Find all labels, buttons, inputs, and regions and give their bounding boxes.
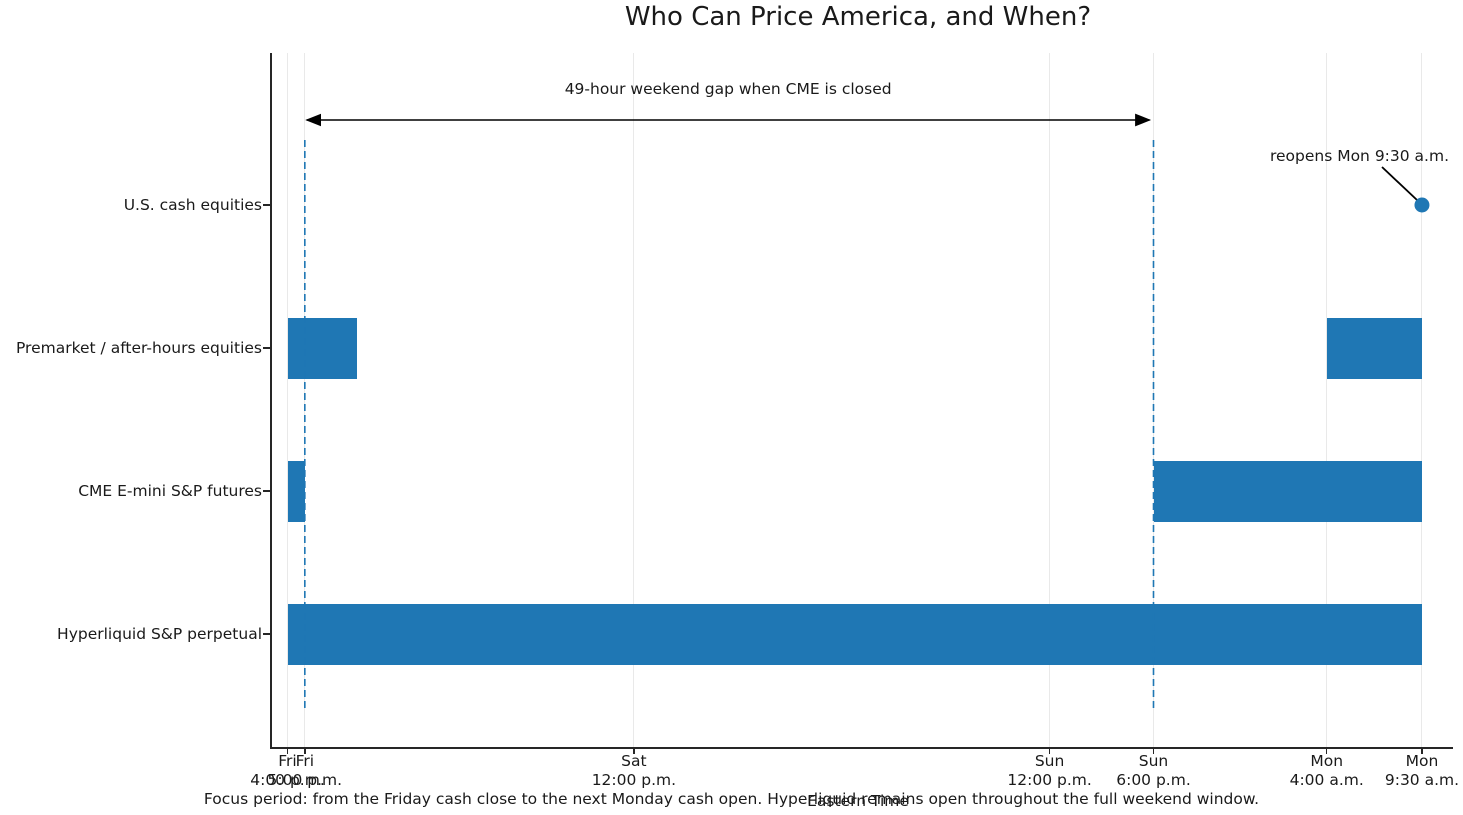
x-tick-time: 12:00 p.m. (1007, 771, 1092, 789)
x-tick-label: Sat 12:00 p.m. (592, 752, 676, 790)
reopen-leader-line (1381, 166, 1418, 201)
y-tick (263, 204, 271, 206)
timeline-bar (287, 603, 1422, 665)
x-tick-label: Sun 12:00 p.m. (1007, 752, 1091, 790)
left-spine (270, 53, 272, 748)
gridline (1421, 53, 1423, 747)
chart-title: Who Can Price America, and When? (624, 2, 1092, 32)
reopen-annotation-label: reopens Mon 9:30 a.m. (1269, 147, 1449, 165)
x-tick-time: 9:30 a.m. (1384, 771, 1460, 789)
x-tick-day: Sat (621, 752, 647, 770)
x-axis-title: Eastern Time (807, 792, 909, 810)
timeline-bar (1153, 460, 1422, 522)
x-tick-day: Sun (1138, 752, 1169, 770)
gridline (1049, 53, 1051, 747)
y-tick (263, 633, 271, 635)
y-axis-label: CME E-mini S&P futures (78, 482, 262, 500)
y-axis-label: U.S. cash equities (123, 196, 262, 214)
x-tick-label: Sun 6:00 p.m. (1116, 752, 1191, 790)
gridline (287, 53, 288, 747)
x-tick (633, 748, 635, 754)
timeline-bar (1326, 317, 1422, 379)
y-tick (263, 490, 271, 492)
x-tick (1325, 748, 1328, 754)
x-tick-time: 12:00 p.m. (591, 771, 677, 789)
gridline (1326, 53, 1328, 747)
x-tick-day: Fri (278, 752, 297, 770)
x-tick-label: Mon 9:30 a.m. (1385, 752, 1459, 790)
x-tick-time: 4:00 a.m. (1289, 771, 1364, 789)
x-tick-day: Mon (1310, 752, 1344, 770)
footer-note: Focus period: from the Friday cash close… (203, 790, 1260, 808)
timeline-bar (287, 460, 305, 522)
x-tick-day: Sun (1034, 752, 1065, 770)
x-tick-day: Fri (295, 752, 315, 770)
x-tick-time: 6:00 p.m. (1116, 771, 1191, 789)
x-tick (304, 748, 306, 754)
x-tick-label: Fri 4:00 p.m. (250, 752, 325, 790)
timeline-bar (287, 317, 357, 379)
x-tick (1152, 748, 1155, 754)
bottom-spine (270, 747, 1453, 749)
x-tick (1048, 748, 1051, 754)
x-tick-time: 5:00 p.m. (267, 771, 343, 789)
x-tick-day: Mon (1405, 752, 1439, 770)
y-axis-label: Premarket / after-hours equities (15, 339, 262, 357)
gap-annotation-label: 49-hour weekend gap when CME is closed (564, 80, 892, 98)
x-tick-label: Mon 4:00 a.m. (1290, 752, 1364, 790)
y-tick (263, 347, 271, 349)
x-tick-label: Fri 5:00 p.m. (268, 752, 343, 790)
gridline (633, 53, 635, 747)
x-tick (1421, 748, 1423, 754)
x-tick-time: 4:00 p.m. (250, 771, 325, 789)
x-tick (286, 748, 289, 754)
y-axis-label: Hyperliquid S&P perpetual (57, 625, 262, 643)
